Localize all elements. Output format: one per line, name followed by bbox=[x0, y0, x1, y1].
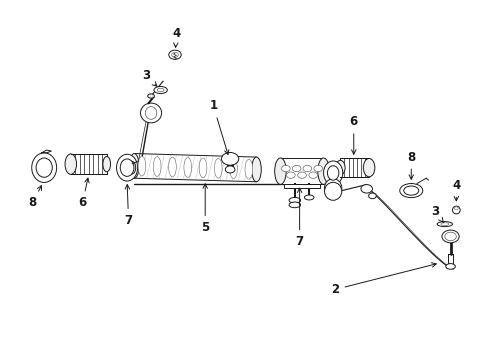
Ellipse shape bbox=[116, 154, 137, 181]
Ellipse shape bbox=[292, 165, 300, 172]
Bar bbox=[340, 158, 368, 177]
Circle shape bbox=[360, 185, 372, 193]
Ellipse shape bbox=[65, 154, 77, 174]
Ellipse shape bbox=[313, 165, 322, 172]
Ellipse shape bbox=[183, 158, 191, 177]
Ellipse shape bbox=[129, 153, 139, 178]
Ellipse shape bbox=[147, 94, 154, 98]
Text: 7: 7 bbox=[124, 185, 132, 227]
Circle shape bbox=[368, 193, 376, 199]
Ellipse shape bbox=[36, 158, 52, 177]
Text: 1: 1 bbox=[209, 99, 228, 154]
Text: 5: 5 bbox=[201, 184, 209, 234]
Ellipse shape bbox=[445, 264, 454, 269]
Ellipse shape bbox=[140, 103, 161, 123]
Ellipse shape bbox=[251, 157, 261, 182]
Ellipse shape bbox=[102, 157, 110, 172]
Ellipse shape bbox=[403, 186, 418, 195]
Text: 6: 6 bbox=[78, 178, 89, 210]
Ellipse shape bbox=[154, 86, 167, 94]
Ellipse shape bbox=[363, 158, 374, 177]
Ellipse shape bbox=[317, 158, 328, 184]
Ellipse shape bbox=[229, 159, 237, 179]
Ellipse shape bbox=[436, 222, 451, 226]
Bar bbox=[280, 158, 323, 184]
Text: 8: 8 bbox=[28, 185, 41, 210]
Ellipse shape bbox=[308, 172, 317, 178]
Text: 7: 7 bbox=[295, 188, 303, 248]
Ellipse shape bbox=[281, 165, 289, 172]
Text: 8: 8 bbox=[407, 150, 414, 179]
Ellipse shape bbox=[157, 88, 163, 92]
Ellipse shape bbox=[324, 182, 341, 200]
Circle shape bbox=[171, 52, 178, 57]
Ellipse shape bbox=[288, 202, 300, 208]
Ellipse shape bbox=[244, 159, 252, 179]
Ellipse shape bbox=[199, 158, 206, 178]
Ellipse shape bbox=[288, 198, 300, 203]
Ellipse shape bbox=[168, 157, 176, 177]
Bar bbox=[71, 154, 106, 174]
Text: 3: 3 bbox=[142, 69, 157, 86]
Ellipse shape bbox=[120, 159, 134, 176]
Ellipse shape bbox=[286, 172, 295, 178]
Ellipse shape bbox=[399, 184, 422, 198]
Ellipse shape bbox=[303, 165, 311, 172]
Circle shape bbox=[168, 50, 181, 59]
Ellipse shape bbox=[440, 223, 447, 225]
Ellipse shape bbox=[323, 161, 342, 185]
Ellipse shape bbox=[274, 158, 285, 184]
Ellipse shape bbox=[214, 158, 222, 178]
Bar bbox=[284, 184, 319, 188]
Ellipse shape bbox=[444, 232, 455, 241]
Ellipse shape bbox=[335, 160, 345, 175]
Text: 2: 2 bbox=[331, 263, 435, 296]
Ellipse shape bbox=[451, 206, 459, 214]
Circle shape bbox=[453, 207, 457, 210]
Ellipse shape bbox=[297, 172, 305, 178]
Ellipse shape bbox=[324, 179, 341, 197]
Polygon shape bbox=[134, 154, 256, 182]
Text: 4: 4 bbox=[172, 27, 180, 47]
Circle shape bbox=[441, 230, 458, 243]
Ellipse shape bbox=[138, 156, 145, 176]
Ellipse shape bbox=[32, 153, 57, 183]
Ellipse shape bbox=[128, 161, 136, 174]
Text: 3: 3 bbox=[430, 205, 443, 223]
Ellipse shape bbox=[327, 166, 338, 180]
Ellipse shape bbox=[153, 157, 161, 176]
Text: 6: 6 bbox=[349, 115, 357, 154]
Ellipse shape bbox=[304, 195, 313, 200]
Ellipse shape bbox=[145, 107, 157, 119]
Text: 4: 4 bbox=[451, 179, 460, 201]
Circle shape bbox=[225, 166, 234, 173]
Circle shape bbox=[221, 153, 238, 165]
